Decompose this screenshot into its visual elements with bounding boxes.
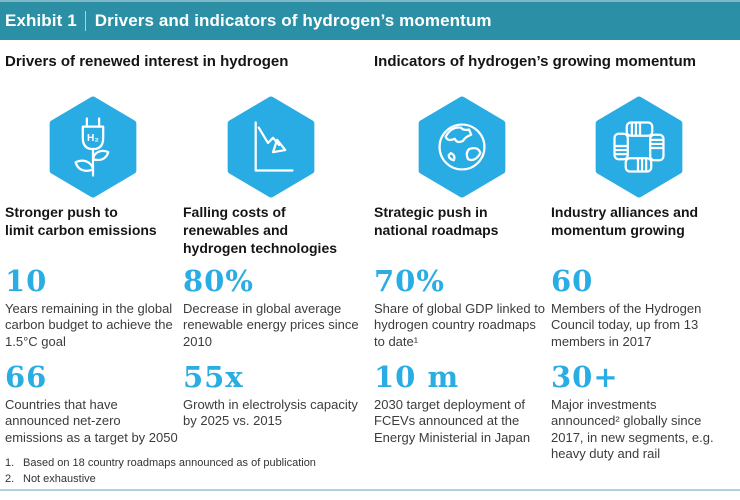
stat-description: Years remaining in the global carbon bud… — [5, 301, 173, 349]
exhibit-title: Drivers and indicators of hydrogen’s mom… — [94, 11, 492, 30]
footnotes: 1. Based on 18 country roadmaps announce… — [5, 456, 316, 488]
stat-major-investments: 30+ Major investments announced² globall… — [551, 360, 727, 461]
stat-description: Major investments announced² globally si… — [551, 397, 714, 462]
falling-chart-icon — [183, 96, 359, 198]
column-national-roadmaps: Strategic push in national roadmaps 70% … — [374, 96, 550, 456]
stat-value: 30+ — [551, 360, 619, 394]
footnote-1: 1. Based on 18 country roadmaps announce… — [5, 456, 316, 472]
banner-divider — [84, 11, 86, 31]
stat-carbon-budget: 10 Years remaining in the global carbon … — [5, 264, 181, 360]
section-title-drivers: Drivers of renewed interest in hydrogen — [5, 53, 289, 70]
footnote-text: Based on 18 country roadmaps announced a… — [23, 457, 316, 469]
exhibit-banner: Exhibit 1 Drivers and indicators of hydr… — [0, 0, 740, 40]
exhibit-label: Exhibit 1 — [5, 11, 77, 30]
svg-text:H₂: H₂ — [87, 133, 99, 144]
footnote-number: 1. — [5, 457, 15, 469]
column-carbon-emissions: H₂ Stronger push to limit carbon emissio… — [5, 96, 181, 456]
stat-net-zero-countries: 66 Countries that have announced net-zer… — [5, 360, 181, 456]
footnote-number: 2. — [5, 472, 15, 485]
stat-renewable-price-decrease: 80% Decrease in global average renewable… — [183, 264, 359, 360]
stat-description: Decrease in global average renewable ene… — [183, 301, 359, 349]
stat-value: 10 m — [374, 360, 460, 394]
bottom-divider — [0, 489, 740, 491]
stat-value: 70% — [374, 264, 445, 298]
stat-value: 55x — [183, 360, 244, 394]
column-industry-alliances: Industry alliances and momentum growing … — [551, 96, 727, 461]
joined-hands-icon — [551, 96, 727, 198]
globe-icon — [374, 96, 550, 198]
stat-gdp-roadmaps: 70% Share of global GDP linked to hydrog… — [374, 264, 550, 360]
column-heading: Stronger push to limit carbon emissions — [5, 204, 157, 238]
stat-description: Share of global GDP linked to hydrogen c… — [374, 301, 546, 349]
hydrogen-plug-leaf-icon: H₂ — [5, 96, 181, 198]
stat-value: 66 — [5, 360, 48, 394]
column-heading: Strategic push in national roadmaps — [374, 204, 499, 238]
stat-value: 10 — [5, 264, 48, 298]
stat-value: 80% — [183, 264, 254, 298]
footnote-text: Not exhaustive — [23, 472, 96, 485]
column-heading: Falling costs of renewables and hydrogen… — [183, 204, 338, 256]
stat-electrolysis-growth: 55x Growth in electrolysis capacity by 2… — [183, 360, 359, 456]
section-title-indicators: Indicators of hydrogen’s growing momentu… — [374, 53, 696, 70]
stat-description: Members of the Hydrogen Council today, u… — [551, 301, 702, 349]
footnote-2: 2. Not exhaustive — [5, 472, 316, 488]
stat-description: Countries that have announced net-zero e… — [5, 397, 178, 445]
stat-fcev-target: 10 m 2030 target deployment of FCEVs ann… — [374, 360, 550, 456]
column-falling-costs: Falling costs of renewables and hydrogen… — [183, 96, 359, 456]
stat-value: 60 — [551, 264, 594, 298]
stat-council-members: 60 Members of the Hydrogen Council today… — [551, 264, 727, 360]
stat-description: 2030 target deployment of FCEVs announce… — [374, 397, 531, 445]
column-heading: Industry alliances and momentum growing — [551, 204, 699, 238]
stat-description: Growth in electrolysis capacity by 2025 … — [183, 397, 358, 429]
